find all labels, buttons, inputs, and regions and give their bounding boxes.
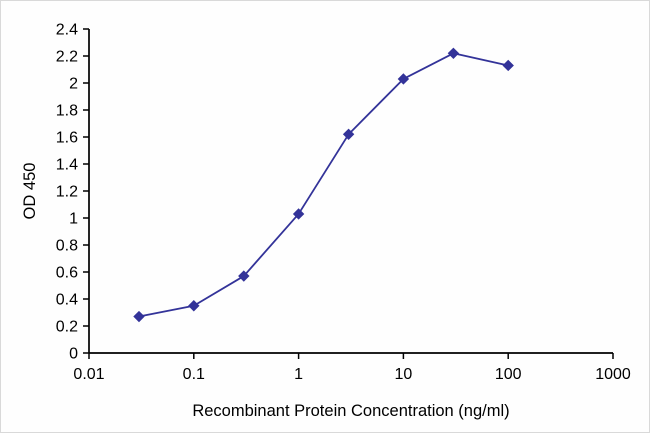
y-axis-tick-label: 2.4 <box>56 22 78 39</box>
y-axis-tick-label: 0.8 <box>56 238 78 255</box>
y-axis-tick-label: 1.4 <box>56 157 78 174</box>
y-axis-tick-label: 1.2 <box>56 184 78 201</box>
x-axis-tick-label: 1000 <box>595 366 631 383</box>
y-axis-title: OD 450 <box>21 163 39 220</box>
y-axis-tick-label: 1.8 <box>56 103 78 120</box>
data-point-marker <box>238 270 250 282</box>
data-point-marker <box>133 310 145 323</box>
y-axis-tick-label: 1.6 <box>56 130 78 147</box>
x-axis-tick-label: 100 <box>495 366 522 383</box>
y-axis-tick-label: 2 <box>69 76 78 93</box>
y-axis-tick-label: 0.6 <box>56 265 78 282</box>
data-point-marker <box>188 300 200 312</box>
data-point-marker <box>397 73 410 85</box>
y-axis-tick-label: 0.4 <box>56 292 78 309</box>
data-point-marker <box>502 59 514 72</box>
data-point-marker <box>292 208 305 220</box>
series-line <box>138 52 509 318</box>
y-axis-tick-label: 0 <box>69 346 78 363</box>
y-axis-tick-label: 2.2 <box>56 49 78 66</box>
x-axis-tick-label: 0.1 <box>183 366 205 383</box>
x-axis-tick-label: 10 <box>395 366 413 383</box>
x-axis-tick-label: 0.01 <box>73 366 104 383</box>
y-axis-tick-label: 1 <box>69 211 78 228</box>
x-axis-tick-label: 1 <box>294 366 303 383</box>
data-point-marker <box>342 128 355 141</box>
x-axis-title: Recombinant Protein Concentration (ng/ml… <box>192 402 509 420</box>
data-point-marker <box>447 47 460 60</box>
y-axis-tick-label: 0.2 <box>56 319 78 336</box>
